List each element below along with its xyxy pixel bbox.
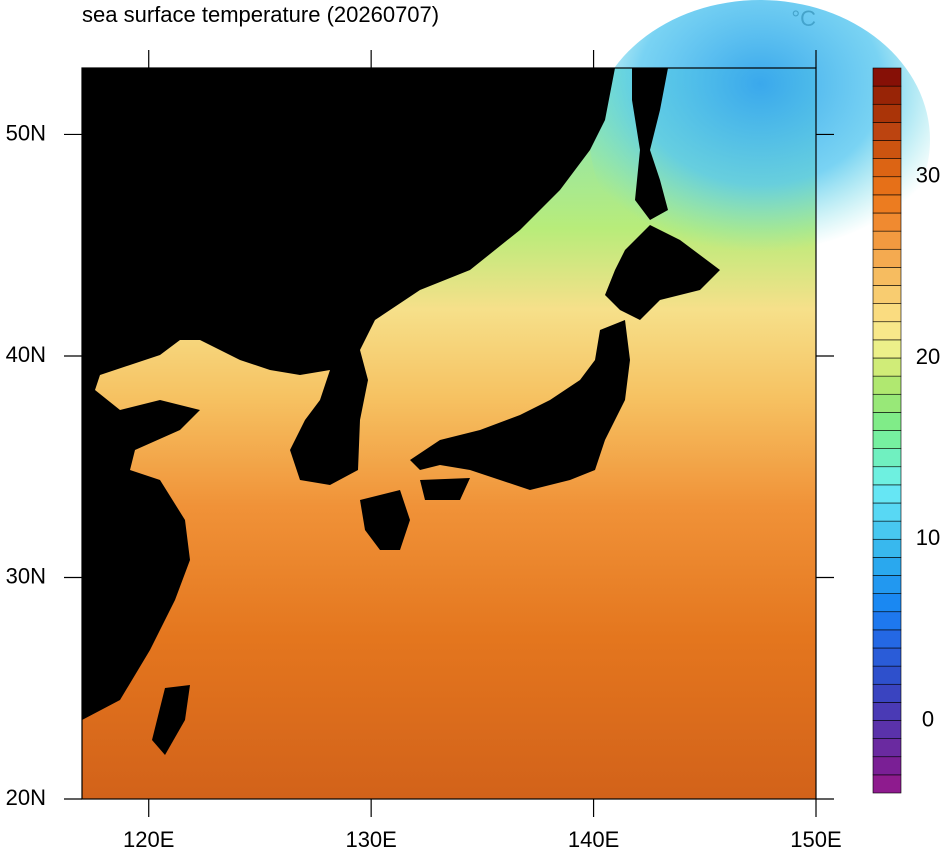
colorbar-box	[872, 502, 902, 522]
colorbar-tick-label: 20	[916, 344, 940, 369]
land	[420, 478, 470, 500]
colorbar-box	[872, 774, 902, 794]
y-tick-label: 20N	[6, 785, 46, 810]
map-title: sea surface temperature (20260707)	[82, 2, 439, 27]
colorbar-box	[872, 629, 902, 649]
land	[410, 320, 630, 490]
colorbar-box	[872, 267, 902, 286]
colorbar-box	[872, 575, 902, 594]
colorbar-box	[872, 683, 902, 703]
colorbar-tick-label: 0	[922, 706, 934, 731]
colorbar-box	[872, 738, 902, 758]
x-tick-label: 140E	[568, 827, 619, 852]
colorbar-box	[872, 140, 902, 159]
colorbar-box	[872, 248, 902, 268]
map-area	[81, 0, 930, 800]
land	[360, 490, 410, 550]
x-tick-label: 150E	[790, 827, 841, 852]
land	[152, 685, 190, 755]
land	[82, 68, 615, 720]
cold-water	[590, 0, 930, 280]
colorbar-box	[872, 357, 902, 377]
colorbar-box	[872, 122, 902, 141]
colorbar-box	[872, 647, 902, 667]
colorbar-box	[872, 665, 902, 685]
colorbar-box	[872, 103, 902, 123]
colorbar-box	[872, 702, 902, 721]
y-tick-label: 30N	[6, 563, 46, 588]
colorbar-box	[872, 194, 902, 214]
colorbar-box	[872, 557, 902, 576]
x-tick-label: 120E	[123, 827, 174, 852]
colorbar-box	[872, 85, 902, 105]
map-frame	[81, 67, 817, 800]
land	[632, 68, 668, 220]
colorbar-box	[872, 720, 902, 739]
colorbar-box	[872, 484, 902, 504]
colorbar-box	[872, 466, 902, 486]
colorbar-box	[872, 430, 902, 449]
colorbar-box	[872, 593, 902, 613]
colorbar-box	[872, 375, 902, 395]
colorbar-box	[872, 412, 902, 431]
colorbar-box	[872, 212, 902, 232]
colorbar-box	[872, 448, 902, 468]
colorbar-box	[872, 321, 902, 341]
colorbar-box	[872, 756, 902, 776]
colorbar-tick-label: 10	[916, 525, 940, 550]
x-tick-label: 130E	[345, 827, 396, 852]
colorbar-box	[872, 67, 902, 87]
y-tick-label: 40N	[6, 342, 46, 367]
colorbar-box	[872, 303, 902, 323]
colorbar-box	[872, 611, 902, 631]
colorbar-tick-label: 30	[916, 163, 940, 188]
colorbar-box	[872, 176, 902, 196]
colorbar-box	[872, 285, 902, 304]
land	[605, 225, 720, 320]
y-tick-label: 50N	[6, 120, 46, 145]
colorbar-box	[872, 520, 902, 540]
colorbar-box	[872, 393, 902, 413]
colorbar-box	[872, 339, 902, 359]
colorbar-box	[872, 158, 902, 178]
colorbar-box	[872, 230, 902, 250]
colorbar-box	[872, 538, 902, 558]
